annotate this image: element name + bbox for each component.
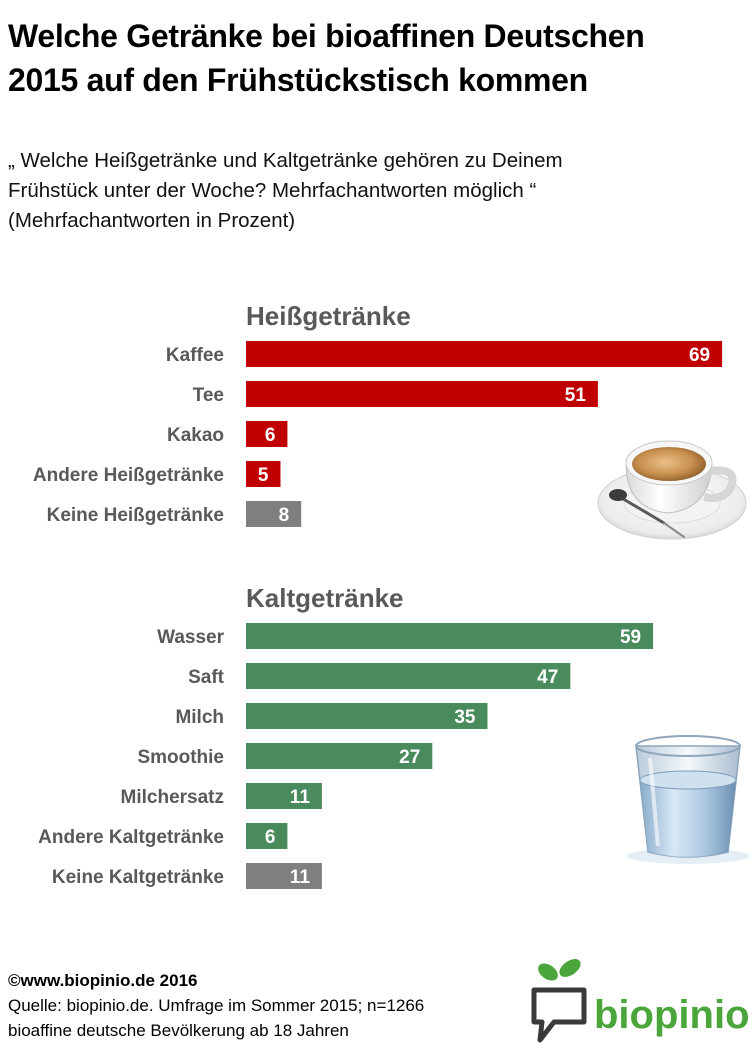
category-label: Andere Kaltgetränke xyxy=(38,827,224,848)
chart-title: Welche Getränke bei bioaffinen Deutschen… xyxy=(8,14,748,102)
bar-value-label: 69 xyxy=(689,345,710,366)
bar xyxy=(246,703,488,729)
bar-value-label: 5 xyxy=(258,465,269,486)
title-line-2: 2015 auf den Frühstückstisch kommen xyxy=(8,62,588,98)
bar-value-label: 6 xyxy=(265,425,276,446)
logo-leaf-right-icon xyxy=(559,959,581,977)
bar xyxy=(246,381,598,407)
category-label: Keine Kaltgetränke xyxy=(52,867,224,888)
title-line-1: Welche Getränke bei bioaffinen Deutschen xyxy=(8,18,645,54)
bar-value-label: 51 xyxy=(565,385,587,406)
question-line-3: (Mehrfachantworten in Prozent) xyxy=(8,209,296,232)
bar-value-label: 8 xyxy=(279,505,290,526)
category-label: Kaffee xyxy=(166,345,224,366)
survey-question: „ Welche Heißgetränke und Kaltgetränke g… xyxy=(8,146,748,236)
population-text: bioaffine deutsche Bevölkerung ab 18 Jah… xyxy=(8,1021,349,1040)
bar-value-label: 59 xyxy=(620,627,641,648)
category-label: Milchersatz xyxy=(121,787,224,808)
category-label: Keine Heißgetränke xyxy=(47,505,224,526)
group-heading: Heißgetränke xyxy=(246,301,411,331)
water-glass-icon xyxy=(626,735,750,864)
bar xyxy=(246,421,288,447)
bar-value-label: 35 xyxy=(454,707,476,728)
logo-text: biopinio xyxy=(594,993,750,1037)
category-label: Wasser xyxy=(157,627,224,648)
bar-value-label: 11 xyxy=(290,867,311,888)
bar-value-label: 6 xyxy=(265,827,276,848)
logo-leaf-left-icon xyxy=(538,963,558,981)
coffee-cup-icon xyxy=(597,440,747,540)
logo-speech-bubble-icon xyxy=(531,987,587,1043)
copyright-text: ©www.biopinio.de 2016 xyxy=(8,971,198,990)
bar-value-label: 47 xyxy=(537,667,558,688)
bar xyxy=(246,663,571,689)
footer: ©www.biopinio.de 2016 Quelle: biopinio.d… xyxy=(8,968,424,1043)
bar xyxy=(246,501,302,527)
bar xyxy=(246,461,281,487)
source-text: Quelle: biopinio.de. Umfrage im Sommer 2… xyxy=(8,996,425,1015)
group-heading: Kaltgetränke xyxy=(246,583,404,613)
bar xyxy=(246,783,322,809)
category-label: Kakao xyxy=(167,425,224,446)
bar-value-label: 11 xyxy=(290,787,311,808)
biopinio-logo: biopinio xyxy=(526,958,752,1048)
bar xyxy=(246,823,288,849)
question-line-2: Frühstück unter der Woche? Mehrfachantwo… xyxy=(8,179,537,202)
bar-chart: Heißgetränke Kaffee 69 Tee 51 Kakao 6 Andere He… xyxy=(33,301,723,889)
category-label: Andere Heißgetränke xyxy=(33,465,224,486)
category-label: Saft xyxy=(188,667,225,688)
category-label: Milch xyxy=(175,707,224,728)
question-line-1: „ Welche Heißgetränke und Kaltgetränke g… xyxy=(8,149,563,172)
bar xyxy=(246,743,433,769)
bar xyxy=(246,863,322,889)
category-label: Smoothie xyxy=(137,747,224,768)
category-label: Tee xyxy=(193,385,224,406)
bar-value-label: 27 xyxy=(399,747,420,768)
bar xyxy=(246,341,723,367)
bar xyxy=(246,623,654,649)
